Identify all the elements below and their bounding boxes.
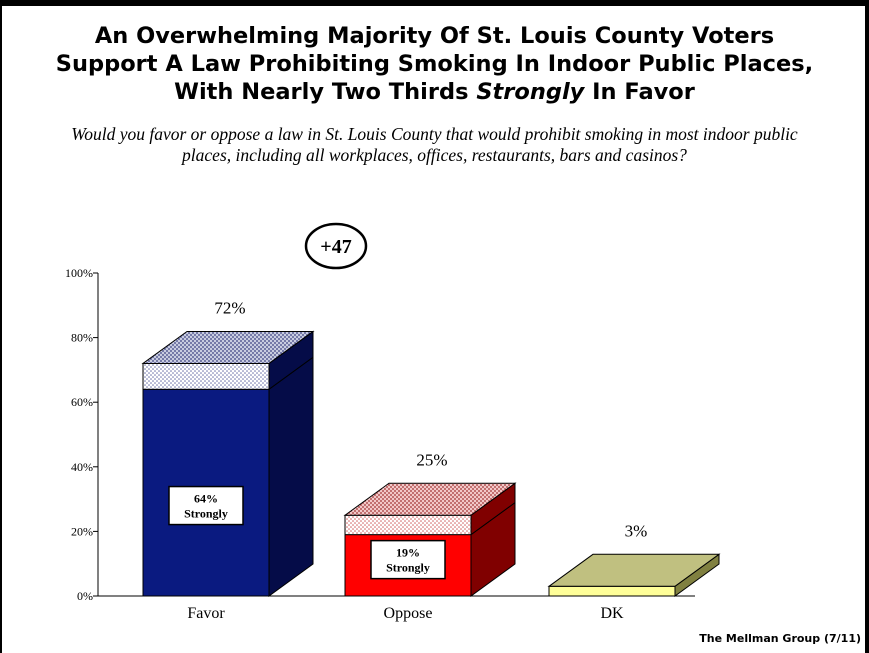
strongly-box-favor [168, 485, 244, 526]
strongly-box-oppose [370, 539, 446, 580]
bar-favor-somewhat-top [141, 330, 315, 364]
chart-title: An Overwhelming Majority Of St. Louis Co… [0, 22, 869, 106]
survey-question: Would you favor or oppose a law in St. L… [71, 124, 798, 165]
data-label-dk: 3% [625, 521, 648, 540]
y-tick-label: 80% [71, 331, 93, 345]
bar-dk-front [548, 585, 676, 597]
title-line-3: With Nearly Two Thirds Strongly In Favor [174, 79, 695, 105]
title-line-2: Support A Law Prohibiting Smoking In Ind… [55, 51, 814, 77]
x-tick-label-favor: Favor [187, 605, 225, 622]
title-line-1: An Overwhelming Majority Of St. Louis Co… [94, 23, 775, 49]
margin-label: +47 [320, 236, 351, 258]
x-tick-label-dk: DK [600, 605, 624, 622]
data-label-favor: 72% [214, 298, 245, 317]
bar-favor-somewhat-front [142, 362, 270, 390]
data-label-oppose: 25% [416, 450, 447, 469]
margin-circle [304, 222, 368, 270]
y-tick-label: 0% [77, 589, 93, 603]
y-tick-label: 20% [71, 524, 93, 538]
y-tick-label: 60% [71, 395, 93, 409]
y-tick-label: 40% [71, 460, 93, 474]
bar-oppose-somewhat-front [344, 514, 472, 536]
bar-favor-strongly-side [268, 356, 314, 597]
strongly-value-oppose: 19% [396, 546, 420, 560]
y-tick-label: 100% [65, 266, 93, 280]
source-footer: The Mellman Group (7/11) [699, 632, 861, 645]
strongly-value-favor: 64% [194, 492, 218, 506]
bar-dk-top [547, 553, 721, 587]
bar-oppose-somewhat-top [343, 482, 517, 516]
x-tick-label-oppose: Oppose [384, 605, 433, 622]
strongly-text-favor: Strongly [184, 507, 228, 521]
strongly-text-oppose: Strongly [386, 561, 430, 575]
